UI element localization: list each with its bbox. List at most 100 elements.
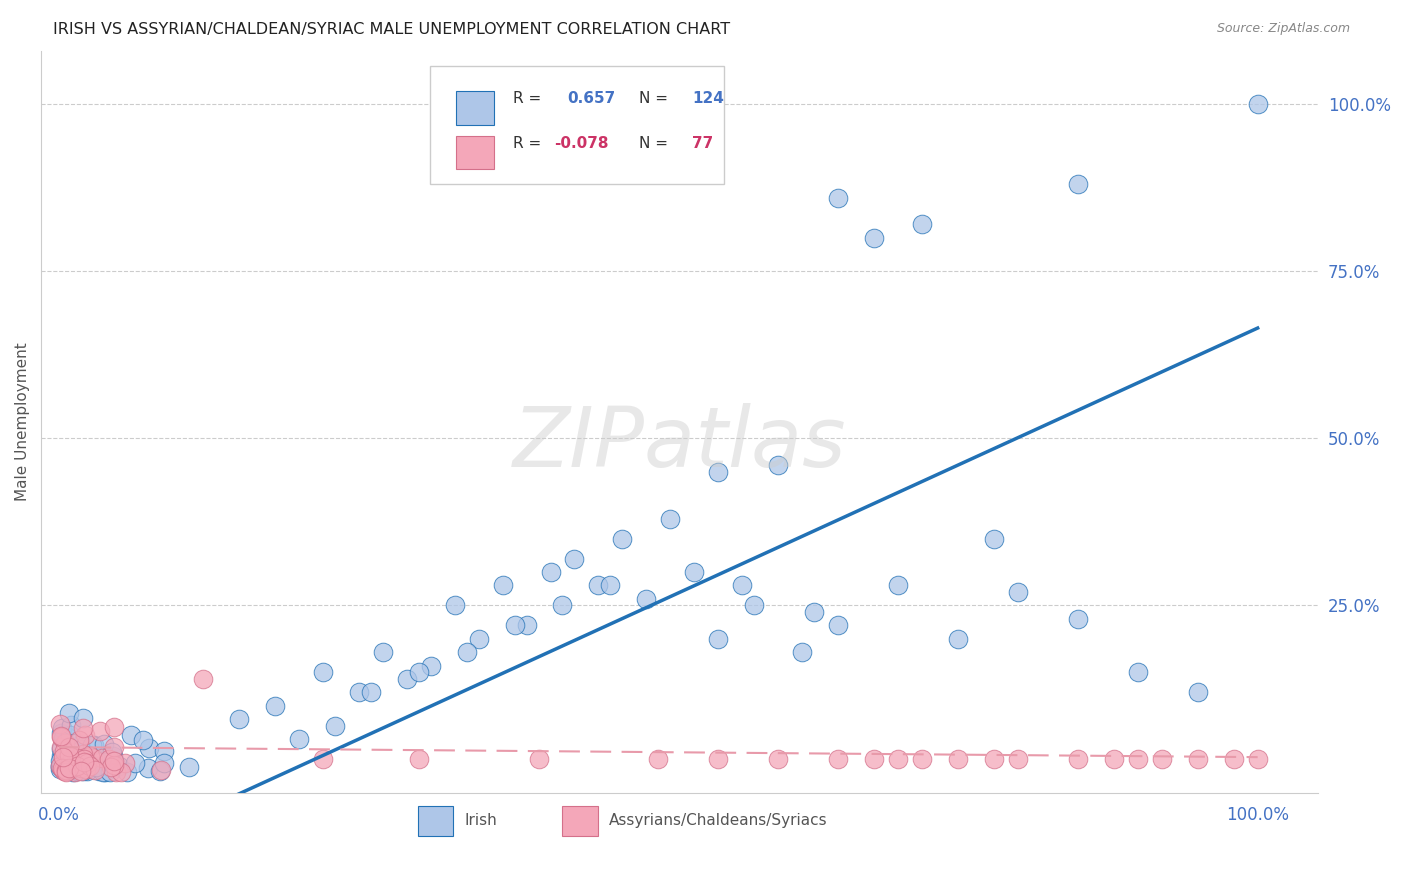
Point bbox=[983, 752, 1005, 766]
Point bbox=[419, 658, 441, 673]
Point bbox=[103, 740, 125, 755]
Point bbox=[55, 764, 77, 778]
Point bbox=[347, 685, 370, 699]
Point bbox=[101, 748, 124, 763]
Point bbox=[49, 717, 72, 731]
Point bbox=[89, 724, 111, 739]
Point bbox=[683, 565, 706, 579]
Point bbox=[52, 753, 75, 767]
Point bbox=[110, 764, 132, 779]
Point bbox=[59, 728, 82, 742]
Point bbox=[911, 752, 934, 766]
Point bbox=[72, 764, 94, 778]
Point bbox=[49, 754, 72, 768]
Point bbox=[65, 748, 87, 763]
Text: N =: N = bbox=[638, 92, 668, 106]
Point bbox=[65, 752, 87, 766]
Point bbox=[371, 645, 394, 659]
Point bbox=[72, 721, 94, 735]
Point bbox=[152, 756, 174, 771]
Point bbox=[323, 719, 346, 733]
Point bbox=[59, 717, 82, 731]
Point bbox=[53, 764, 76, 778]
Point bbox=[49, 725, 72, 739]
Point bbox=[51, 759, 73, 773]
Point bbox=[76, 764, 98, 779]
Point bbox=[52, 744, 75, 758]
Point bbox=[983, 532, 1005, 546]
Point bbox=[503, 618, 526, 632]
Point bbox=[83, 738, 105, 752]
Point bbox=[742, 599, 765, 613]
Point bbox=[70, 764, 93, 779]
Point bbox=[75, 762, 97, 776]
Point bbox=[72, 747, 94, 761]
Point bbox=[288, 732, 311, 747]
Point bbox=[103, 720, 125, 734]
Text: IRISH VS ASSYRIAN/CHALDEAN/SYRIAC MALE UNEMPLOYMENT CORRELATION CHART: IRISH VS ASSYRIAN/CHALDEAN/SYRIAC MALE U… bbox=[53, 22, 731, 37]
Point bbox=[72, 760, 94, 774]
Point bbox=[636, 591, 658, 606]
Point bbox=[63, 764, 86, 779]
Point bbox=[53, 755, 76, 769]
Point bbox=[52, 751, 75, 765]
Point bbox=[263, 698, 285, 713]
Point bbox=[120, 728, 142, 742]
Point bbox=[59, 763, 82, 777]
Point bbox=[51, 761, 73, 775]
Point bbox=[1126, 752, 1149, 766]
Point bbox=[887, 752, 910, 766]
Point bbox=[52, 749, 75, 764]
Point bbox=[1007, 752, 1029, 766]
Point bbox=[73, 752, 96, 766]
Point bbox=[177, 760, 200, 774]
Point bbox=[408, 665, 430, 680]
Point bbox=[55, 748, 77, 763]
Point bbox=[51, 761, 73, 775]
Text: Source: ZipAtlas.com: Source: ZipAtlas.com bbox=[1216, 22, 1350, 36]
Point bbox=[731, 578, 754, 592]
Point bbox=[149, 763, 172, 777]
Point bbox=[49, 762, 72, 776]
Point bbox=[60, 758, 83, 772]
Point bbox=[52, 731, 75, 746]
Point bbox=[76, 754, 98, 768]
Text: R =: R = bbox=[513, 92, 541, 106]
Point bbox=[103, 758, 125, 772]
Text: N =: N = bbox=[638, 136, 668, 151]
Point bbox=[55, 764, 77, 778]
Point bbox=[588, 578, 610, 592]
Point bbox=[76, 756, 98, 771]
Point bbox=[149, 764, 172, 779]
Point bbox=[911, 218, 934, 232]
Point bbox=[443, 599, 465, 613]
Point bbox=[62, 744, 84, 758]
Point bbox=[82, 751, 104, 765]
Point bbox=[51, 729, 73, 743]
Text: 0.657: 0.657 bbox=[567, 92, 616, 106]
Point bbox=[55, 763, 77, 777]
Point bbox=[115, 764, 138, 779]
Point bbox=[827, 618, 849, 632]
Point bbox=[49, 742, 72, 756]
Point bbox=[599, 578, 621, 592]
Point bbox=[312, 752, 335, 766]
Point bbox=[53, 761, 76, 775]
FancyBboxPatch shape bbox=[456, 92, 495, 125]
Point bbox=[707, 632, 730, 646]
Point bbox=[707, 465, 730, 479]
Point bbox=[1187, 752, 1209, 766]
Point bbox=[97, 754, 120, 768]
Point bbox=[946, 632, 969, 646]
Point bbox=[395, 672, 418, 686]
Point bbox=[75, 754, 97, 768]
Point bbox=[564, 551, 586, 566]
Point bbox=[768, 752, 790, 766]
Point bbox=[55, 729, 77, 743]
FancyBboxPatch shape bbox=[456, 136, 495, 169]
Point bbox=[56, 753, 79, 767]
Point bbox=[103, 754, 125, 768]
Point bbox=[647, 752, 669, 766]
Point bbox=[1067, 612, 1090, 626]
Point bbox=[84, 759, 107, 773]
